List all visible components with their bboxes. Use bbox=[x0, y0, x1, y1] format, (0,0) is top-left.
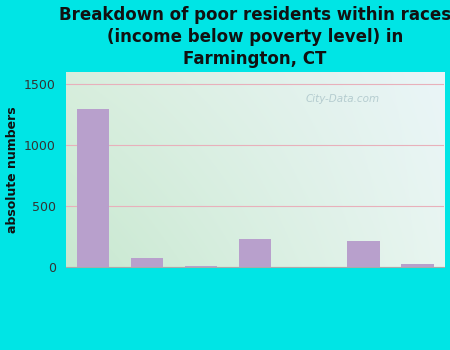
Bar bbox=[185, 266, 217, 267]
Bar bbox=[76, 109, 109, 267]
Y-axis label: absolute numbers: absolute numbers bbox=[5, 106, 18, 233]
Bar bbox=[239, 239, 271, 267]
Bar bbox=[401, 264, 434, 267]
Title: Breakdown of poor residents within races
(income below poverty level) in
Farming: Breakdown of poor residents within races… bbox=[59, 6, 450, 68]
Text: City-Data.com: City-Data.com bbox=[305, 93, 379, 104]
Bar bbox=[347, 241, 379, 267]
Bar bbox=[130, 258, 163, 267]
